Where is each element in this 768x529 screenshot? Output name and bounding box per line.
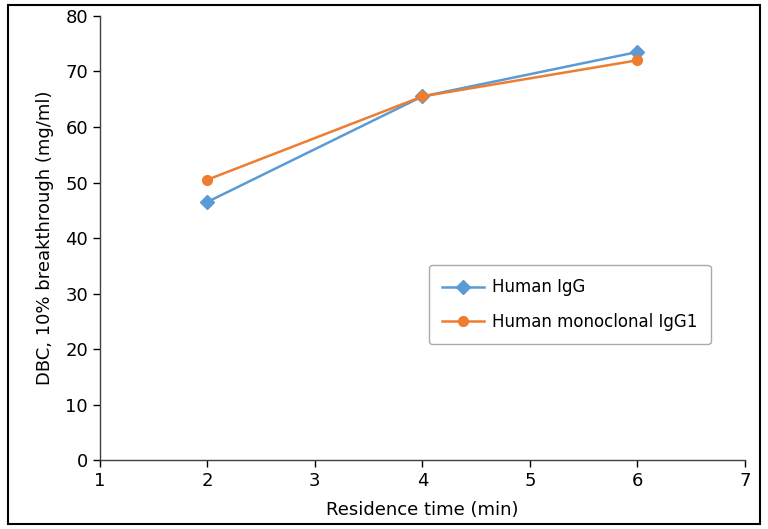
Legend: Human IgG, Human monoclonal IgG1: Human IgG, Human monoclonal IgG1 [429,265,711,344]
Y-axis label: DBC, 10% breakthrough (mg/ml): DBC, 10% breakthrough (mg/ml) [36,91,55,385]
Human IgG [633,49,642,55]
Human monoclonal IgG1 [633,57,642,63]
Human monoclonal IgG1 [203,177,212,183]
Line: Human IgG: Human IgG [203,47,642,207]
Human IgG [203,199,212,205]
Human monoclonal IgG1 [418,93,427,99]
Line: Human monoclonal IgG1: Human monoclonal IgG1 [203,56,642,185]
X-axis label: Residence time (min): Residence time (min) [326,501,518,519]
Human IgG [418,93,427,99]
